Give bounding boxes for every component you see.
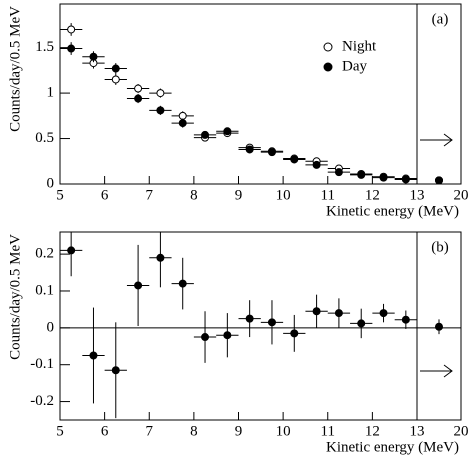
point — [379, 173, 388, 182]
legend-label: Day — [342, 58, 367, 74]
point — [67, 25, 76, 34]
point — [245, 314, 254, 323]
x-axis-label: Kinetic energy (MeV) — [326, 439, 459, 455]
point — [312, 307, 321, 316]
point — [223, 127, 232, 136]
point — [290, 329, 299, 338]
point — [357, 170, 366, 179]
point — [401, 315, 410, 324]
point — [156, 253, 165, 262]
point — [290, 155, 299, 164]
point — [111, 366, 120, 375]
point — [67, 44, 76, 53]
point — [401, 175, 410, 184]
legend-label: Night — [342, 38, 377, 54]
x-tick-label: 5 — [56, 423, 64, 439]
x-axis-label: Kinetic energy (MeV) — [326, 203, 459, 219]
x-tick-label: 11 — [321, 187, 335, 203]
point — [379, 309, 388, 318]
y-tick-label: -0.1 — [30, 356, 54, 372]
x-tick-label: 13 — [410, 423, 425, 439]
point — [201, 130, 210, 139]
y-tick-label: 1 — [47, 85, 55, 101]
legend-marker — [323, 42, 333, 52]
point — [178, 279, 187, 288]
x-tick-label: 6 — [101, 187, 109, 203]
point — [111, 64, 120, 73]
legend-marker — [323, 62, 333, 72]
x-tick-label: 7 — [146, 187, 154, 203]
plot-frame — [59, 231, 462, 421]
x-tick-label: 12 — [365, 187, 380, 203]
point — [334, 168, 343, 177]
y-tick-label: -0.2 — [30, 393, 54, 409]
x-tick-label: 5 — [56, 187, 64, 203]
x-tick-label: 20 — [454, 423, 469, 439]
arrow — [420, 133, 453, 378]
point — [435, 322, 443, 331]
point — [134, 84, 143, 93]
x-tick-label: 10 — [276, 187, 291, 203]
point — [134, 94, 143, 103]
plot-frame — [59, 3, 462, 185]
y-tick-label: 1.5 — [35, 39, 54, 55]
y-tick-label: 0 — [47, 175, 55, 191]
panel-label: (b) — [431, 239, 449, 255]
point — [312, 160, 321, 169]
y-tick-label: 0.2 — [35, 246, 54, 262]
point — [267, 148, 276, 157]
x-tick-label: 6 — [101, 423, 109, 439]
point — [134, 281, 143, 290]
y-axis-label: Counts/day/0.5 MeV — [7, 6, 23, 132]
panel-label: (a) — [432, 11, 449, 27]
y-tick-label: 0 — [47, 319, 55, 335]
x-tick-label: 7 — [146, 423, 154, 439]
point — [111, 75, 120, 84]
y-tick-label: 0.1 — [35, 282, 54, 298]
x-tick-label: 9 — [235, 423, 243, 439]
x-tick-label: 8 — [190, 187, 198, 203]
point — [201, 333, 210, 342]
x-tick-label: 11 — [321, 423, 335, 439]
x-tick-label: 8 — [190, 423, 198, 439]
x-tick-label: 13 — [410, 187, 425, 203]
point — [334, 309, 343, 318]
x-tick-label: 20 — [454, 187, 469, 203]
point — [435, 176, 443, 185]
y-axis-label: Counts/day/0.5 MeV — [7, 234, 23, 360]
x-tick-label: 9 — [235, 187, 243, 203]
point — [89, 351, 98, 360]
point — [357, 319, 366, 328]
point — [156, 89, 165, 98]
x-tick-label: 10 — [276, 423, 291, 439]
point — [67, 246, 76, 255]
point — [89, 52, 98, 61]
y-tick-label: 0.5 — [35, 130, 54, 146]
point — [267, 318, 276, 327]
point — [245, 145, 254, 154]
point — [178, 119, 187, 128]
point — [156, 106, 165, 115]
point — [178, 111, 187, 120]
point — [223, 331, 232, 340]
x-tick-label: 12 — [365, 423, 380, 439]
